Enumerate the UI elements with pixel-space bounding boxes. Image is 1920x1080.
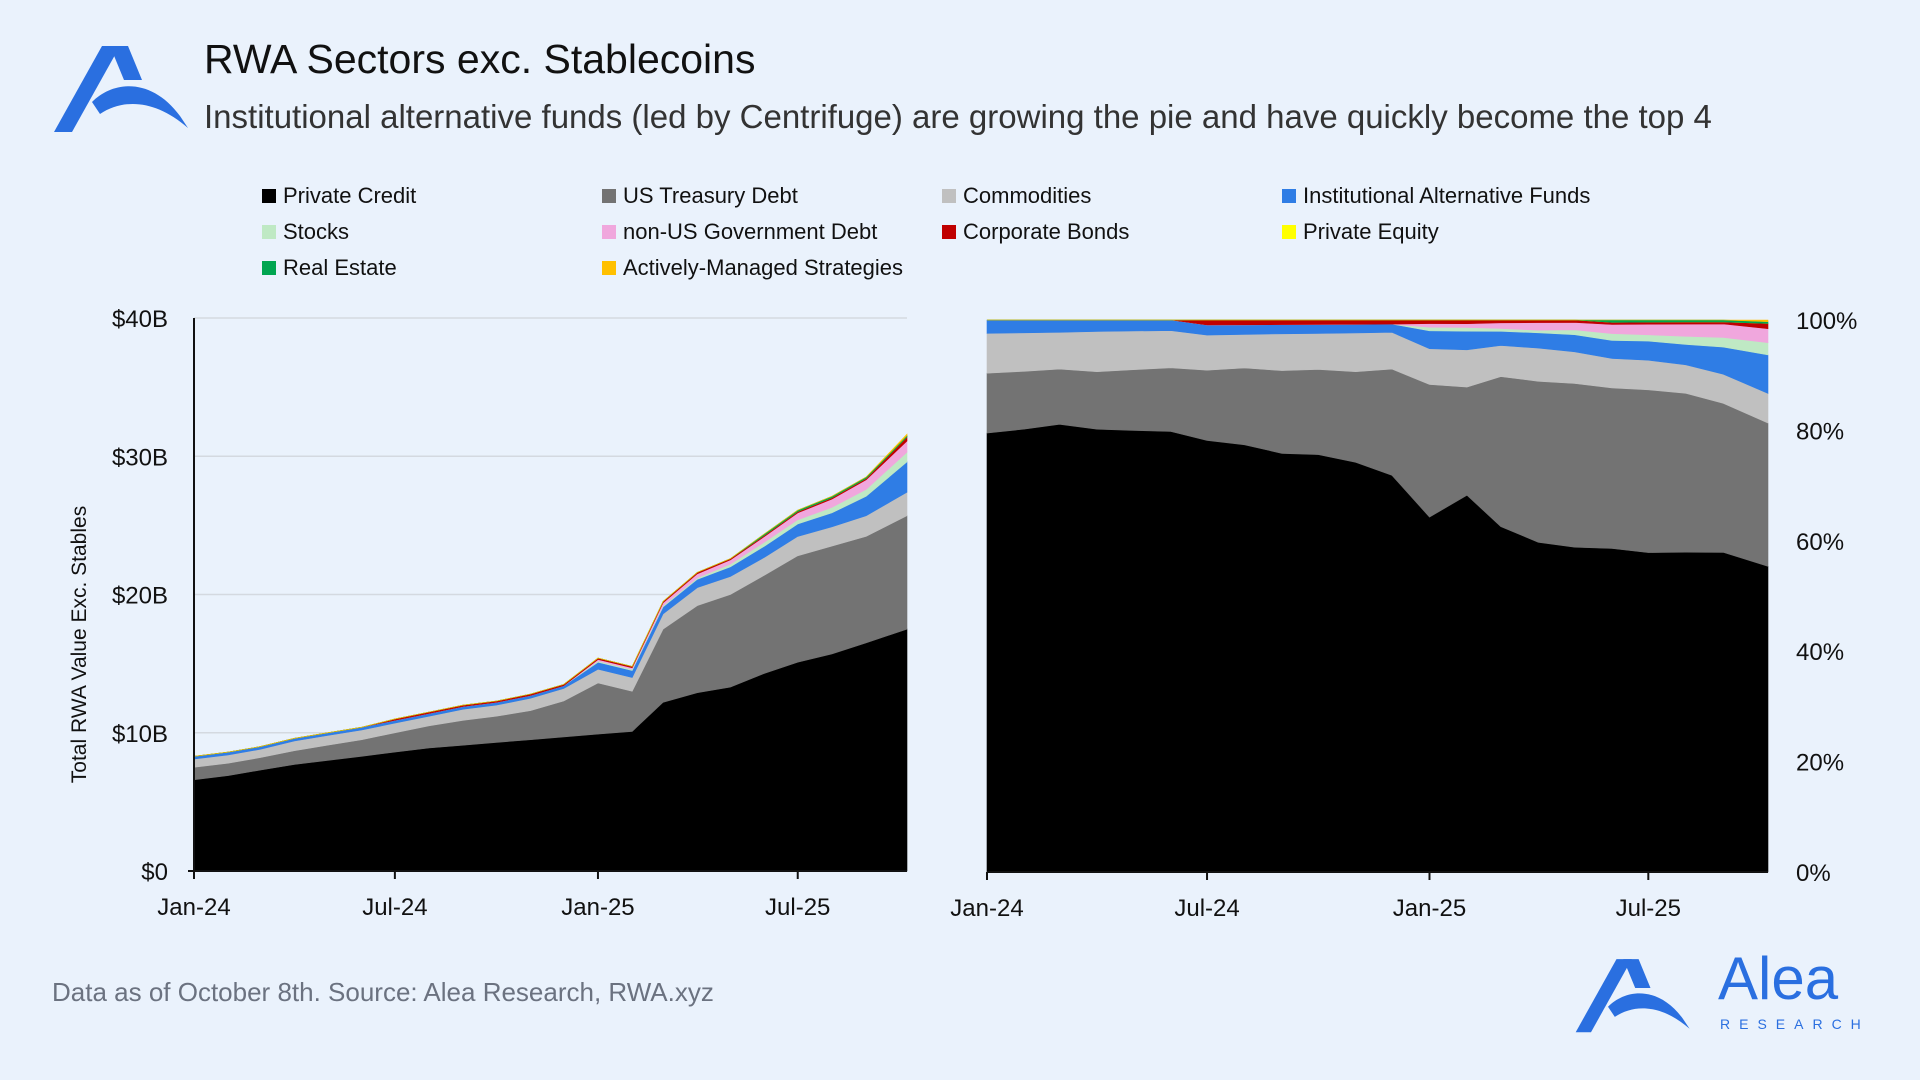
source-note: Data as of October 8th. Source: Alea Res… (52, 977, 714, 1007)
chart-legend: Private Credit US Treasury Debt Commoditie… (262, 183, 1662, 293)
x-tick-label: Jan-24 (157, 894, 230, 921)
chart1-area-series (193, 433, 908, 757)
legend-label: Commodities (963, 183, 1092, 208)
legend-item: Stocks (262, 219, 349, 245)
x-tick-label: Jul-25 (765, 894, 830, 921)
y-axis-label: Total RWA Value Exc. Stables (68, 506, 91, 783)
legend-item: Real Estate (262, 255, 397, 281)
legend-item: US Treasury Debt (602, 183, 798, 209)
legend-item: Commodities (942, 183, 1091, 209)
legend-swatch (602, 261, 616, 275)
y-tick-label: $20B (112, 583, 168, 610)
legend-swatch (1282, 225, 1296, 239)
legend-swatch (262, 225, 276, 239)
y-tick-label: $10B (112, 721, 168, 748)
x-tick-label: Jan-25 (561, 894, 634, 921)
x-tick-label: Jan-25 (1393, 895, 1466, 922)
y-tick-label: $0 (141, 859, 168, 886)
legend-label: Real Estate (283, 255, 397, 280)
y-tick-label: 20% (1796, 750, 1844, 777)
legend-item: Private Credit (262, 183, 416, 209)
chart2-area-series (987, 319, 1769, 323)
legend-label: Actively-Managed Strategies (623, 255, 904, 280)
legend-swatch (942, 225, 956, 239)
y-tick-label: $40B (112, 306, 168, 333)
legend-swatch (602, 225, 616, 239)
legend-swatch (942, 189, 956, 203)
x-tick-label: Jul-25 (1616, 895, 1681, 922)
y-tick-label: 100% (1796, 308, 1857, 335)
legend-label: Private Equity (1303, 219, 1439, 244)
y-tick-label: 60% (1796, 529, 1844, 556)
legend-swatch (602, 189, 616, 203)
legend-item: Corporate Bonds (942, 219, 1129, 245)
legend-swatch (1282, 189, 1296, 203)
x-tick-label: Jan-24 (950, 895, 1023, 922)
legend-item: non-US Government Debt (602, 219, 877, 245)
legend-label: Institutional Alternative Funds (1303, 183, 1591, 208)
legend-item: Actively-Managed Strategies (602, 255, 903, 281)
legend-swatch (262, 189, 276, 203)
alea-logo-icon (54, 46, 188, 132)
alea-brand-logo-icon (1575, 959, 1690, 1033)
legend-item: Institutional Alternative Funds (1282, 183, 1590, 209)
brand-tagline: RESEARCH (1720, 1016, 1870, 1032)
y-tick-label: 0% (1796, 860, 1831, 887)
page-title: RWA Sectors exc. Stablecoins (204, 36, 756, 82)
legend-label: Corporate Bonds (963, 219, 1130, 244)
legend-label: Stocks (283, 219, 350, 244)
legend-label: Private Credit (283, 183, 417, 208)
x-tick-label: Jul-24 (1174, 895, 1239, 922)
legend-label: US Treasury Debt (623, 183, 798, 208)
y-tick-label: $30B (112, 444, 168, 471)
page-subtitle: Institutional alternative funds (led by … (204, 98, 1712, 135)
y-tick-label: 40% (1796, 639, 1844, 666)
y-tick-label: 80% (1796, 418, 1844, 445)
x-tick-label: Jul-24 (362, 894, 427, 921)
legend-item: Private Equity (1282, 219, 1439, 245)
legend-label: non-US Government Debt (623, 219, 878, 244)
legend-swatch (262, 261, 276, 275)
brand-name: Alea (1718, 945, 1839, 1012)
